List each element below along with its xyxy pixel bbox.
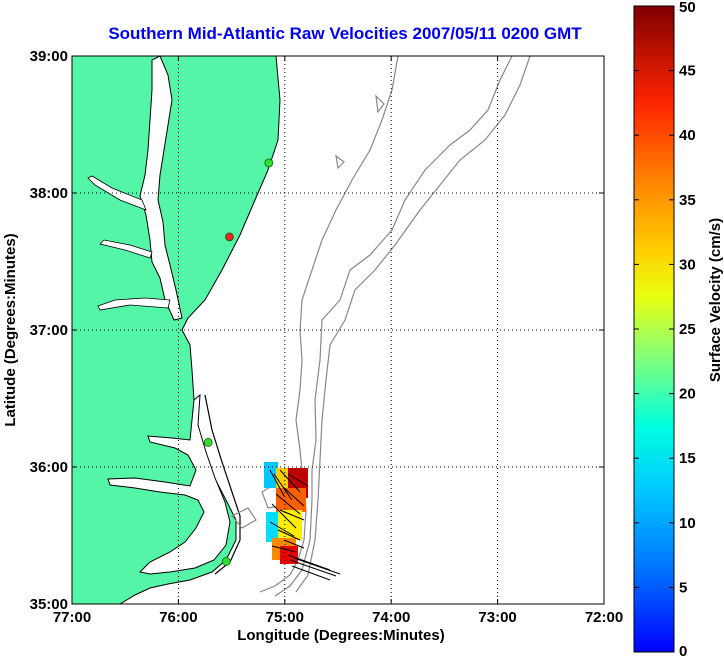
radar-site-marker	[221, 557, 231, 566]
x-axis-ticks: 77:00 76:00 75:00 74:00 73:00 72:00	[53, 56, 623, 626]
colorbar-tick-label: 50	[679, 0, 696, 16]
y-axis-label: Latitude (Degrees:Minutes)	[2, 233, 19, 426]
colorbar	[633, 5, 675, 653]
x-tick-label: 77:00	[53, 609, 91, 626]
barrier-islands	[204, 394, 241, 575]
y-tick-label: 35:00	[30, 596, 68, 613]
colorbar-tick-label: 25	[679, 321, 696, 338]
chesapeake-bay	[139, 56, 183, 321]
colorbar-tick-label: 15	[679, 450, 696, 467]
velocity-vectors	[269, 469, 341, 581]
colorbar-tick-label: 45	[679, 63, 696, 80]
map-area	[72, 56, 604, 604]
x-axis-label: Longitude (Degrees:Minutes)	[237, 627, 445, 644]
radar-site-marker	[264, 158, 274, 168]
velocity-cell	[264, 462, 278, 488]
y-axis-ticks: 39:00 38:00 37:00 36:00 35:00	[30, 48, 604, 613]
y-tick-label: 37:00	[30, 322, 68, 339]
velocity-cell	[276, 488, 306, 512]
river-james	[97, 297, 171, 311]
x-tick-label: 72:00	[585, 609, 623, 626]
sounds-north-carolina	[107, 393, 231, 575]
bathymetry-contours	[231, 56, 531, 597]
colorbar-tick-label: 5	[679, 579, 687, 596]
figure-title: Southern Mid-Atlantic Raw Velocities 200…	[108, 24, 582, 43]
velocity-cell	[276, 468, 290, 490]
colorbar-tick-label: 35	[679, 192, 696, 209]
river-york	[99, 239, 153, 259]
colorbar-tick-label: 40	[679, 127, 696, 144]
x-tick-label: 75:00	[266, 609, 304, 626]
radar-sites	[203, 158, 274, 566]
velocity-cell	[266, 512, 280, 542]
colorbar-tick-label: 0	[679, 643, 687, 659]
grid-lines	[72, 56, 604, 604]
colorbar-tick-label: 30	[679, 256, 696, 273]
x-tick-label: 73:00	[478, 609, 516, 626]
radar-site-marker	[203, 437, 213, 447]
y-tick-label: 36:00	[30, 459, 68, 476]
x-tick-label: 76:00	[159, 609, 197, 626]
radar-site-marker	[225, 232, 234, 242]
x-tick-label: 74:00	[372, 609, 410, 626]
y-tick-label: 39:00	[30, 48, 68, 65]
y-tick-label: 38:00	[30, 185, 68, 202]
colorbar-tick-label: 10	[679, 515, 696, 532]
colorbar-label: Surface Velocity (cm/s)	[707, 218, 724, 382]
colorbar-tick-label: 20	[679, 386, 696, 403]
velocity-patch	[264, 462, 308, 564]
